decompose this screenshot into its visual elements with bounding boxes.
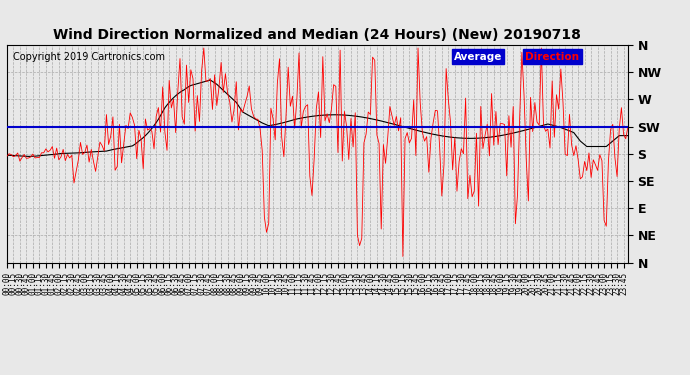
Text: Direction: Direction: [526, 51, 580, 62]
Title: Wind Direction Normalized and Median (24 Hours) (New) 20190718: Wind Direction Normalized and Median (24…: [53, 28, 582, 42]
Text: Average: Average: [454, 51, 502, 62]
Text: Copyright 2019 Cartronics.com: Copyright 2019 Cartronics.com: [13, 51, 165, 62]
